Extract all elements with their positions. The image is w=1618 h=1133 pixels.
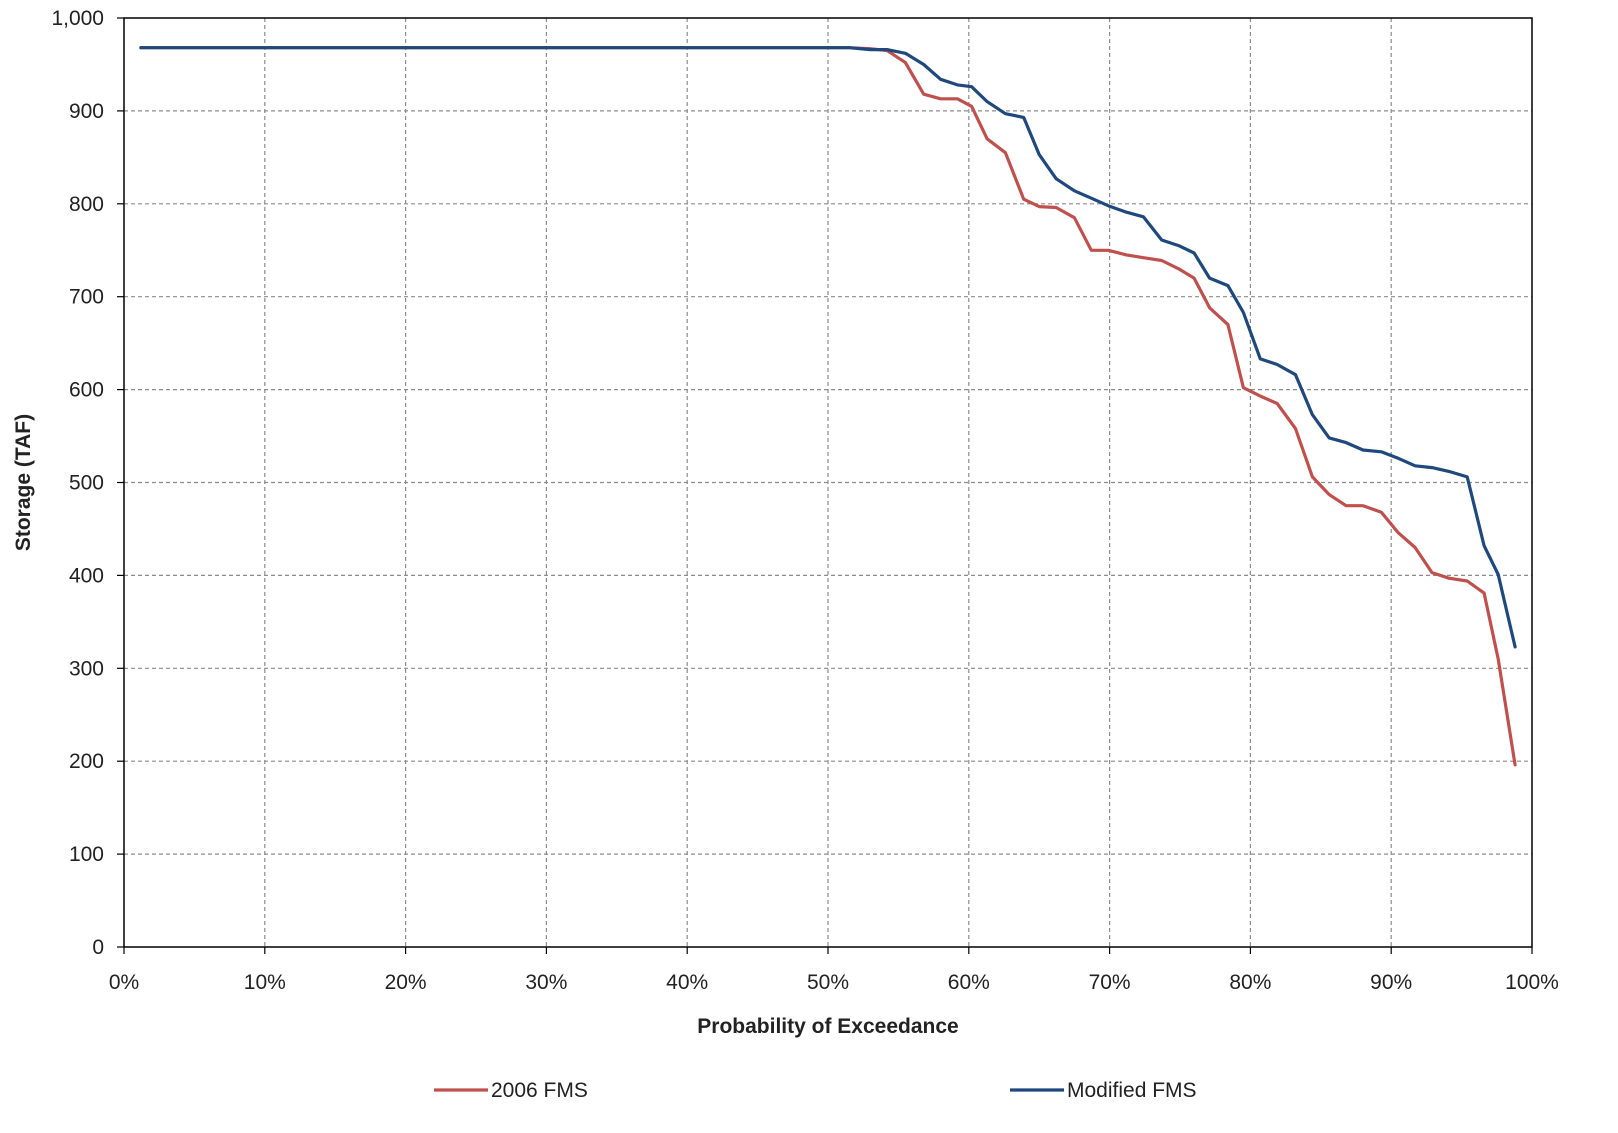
y-tick-label: 100 <box>69 843 104 866</box>
x-tick-label: 0% <box>109 971 139 994</box>
x-tick-label: 90% <box>1370 971 1412 994</box>
y-tick-label: 200 <box>69 750 104 773</box>
y-axis-title: Storage (TAF) <box>12 414 35 551</box>
y-tick-label: 600 <box>69 379 104 402</box>
series-line-modified-fms <box>139 46 1517 649</box>
y-tick-label: 0 <box>92 936 104 959</box>
x-tick-label: 80% <box>1229 971 1271 994</box>
y-tick-label: 400 <box>69 564 104 587</box>
y-tick-label: 700 <box>69 286 104 309</box>
y-tick-label: 500 <box>69 472 104 495</box>
y-tick-label: 1,000 <box>51 7 104 30</box>
x-axis-title: Probability of Exceedance <box>697 1015 958 1038</box>
series-lines <box>139 46 1517 767</box>
x-tick-label: 40% <box>666 971 708 994</box>
legend: 2006 FMS Modified FMS <box>434 1079 1197 1102</box>
x-tick-label: 50% <box>807 971 849 994</box>
x-tick-label: 30% <box>525 971 567 994</box>
x-tick-label: 10% <box>244 971 286 994</box>
legend-label: Modified FMS <box>1067 1079 1197 1102</box>
x-tick-label: 100% <box>1505 971 1559 994</box>
gridlines <box>124 18 1532 947</box>
y-tick-label: 300 <box>69 657 104 680</box>
legend-label: 2006 FMS <box>491 1079 588 1102</box>
x-tick-label: 20% <box>385 971 427 994</box>
x-tick-label: 60% <box>948 971 990 994</box>
y-tick-label: 900 <box>69 100 104 123</box>
x-tick-label: 70% <box>1089 971 1131 994</box>
y-tick-label: 800 <box>69 193 104 216</box>
axis-ticks: 0 100 200 300 400 500 600 700 800 900 1,000 0% 10% 20… <box>51 7 1558 994</box>
